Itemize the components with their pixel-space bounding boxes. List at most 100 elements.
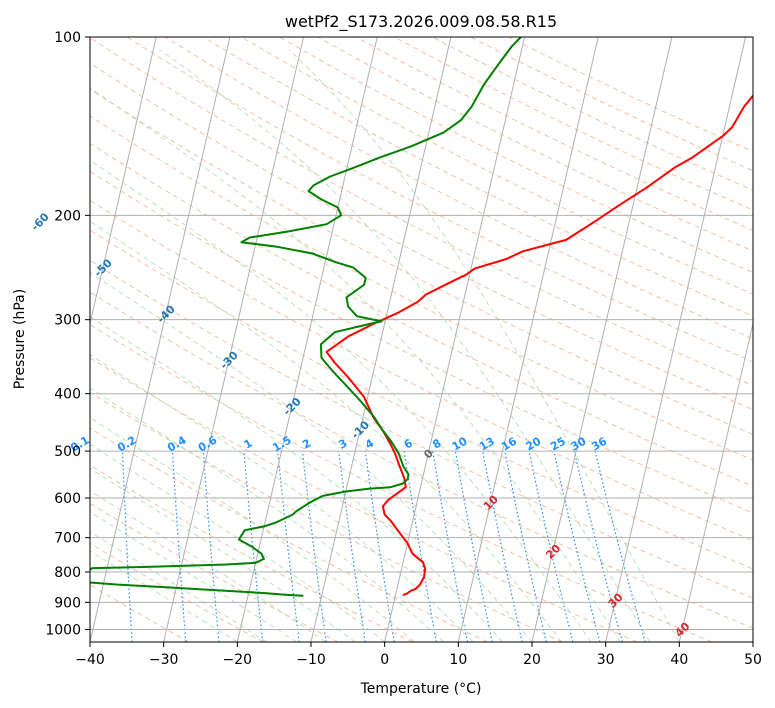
moist-adiabat xyxy=(90,443,385,642)
mixing-ratio-line xyxy=(301,451,327,642)
y-tick-label: 300 xyxy=(54,313,81,329)
isotherm-label: -50 xyxy=(92,256,115,279)
x-tick-label: −40 xyxy=(75,652,105,668)
isotherm-label: 10 xyxy=(481,493,501,513)
isotherm-label: 30 xyxy=(606,590,626,610)
moist-adiabat xyxy=(90,511,297,642)
mixing-ratio-line xyxy=(364,451,395,642)
y-tick-label: 100 xyxy=(54,30,81,46)
isotherm xyxy=(163,37,305,642)
moist-adiabat xyxy=(90,417,415,642)
dry-adiabat xyxy=(90,584,190,642)
isotherm-label: -30 xyxy=(218,349,241,372)
mixing-ratio-line xyxy=(553,450,601,642)
isotherm xyxy=(0,37,9,642)
mixing-ratio-line xyxy=(454,450,493,642)
isotherm xyxy=(236,37,378,642)
sounding-series xyxy=(90,37,753,597)
dewpoint-profile-line xyxy=(90,37,522,597)
dry-adiabat xyxy=(90,259,753,599)
dry-adiabat xyxy=(90,37,753,387)
dry-adiabat xyxy=(90,502,339,642)
moist-adiabat xyxy=(90,354,474,642)
isotherm xyxy=(90,37,157,326)
moist-adiabat xyxy=(90,467,356,642)
isotherm xyxy=(90,37,231,642)
moist-adiabat xyxy=(90,387,444,642)
mixing-ratio-label: 3 xyxy=(336,437,349,452)
isotherm-label: -60 xyxy=(29,210,52,233)
mixing-ratio-line xyxy=(243,451,264,642)
x-tick-label: 40 xyxy=(670,652,688,668)
dry-adiabat xyxy=(90,427,488,642)
isotherm xyxy=(531,37,673,642)
mixing-ratio-label: 1 xyxy=(242,437,255,452)
isotherm xyxy=(678,321,753,642)
mixing-ratio-line xyxy=(528,450,574,642)
dry-adiabat xyxy=(90,391,563,642)
moist-adiabat xyxy=(90,220,562,642)
moist-adiabat xyxy=(90,490,326,642)
y-tick-label: 400 xyxy=(54,387,81,403)
x-tick-label: 10 xyxy=(449,652,467,668)
chart-title: wetPf2_S173.2026.009.08.58.R15 xyxy=(285,12,557,32)
isotherm xyxy=(384,37,526,642)
x-tick-label: 20 xyxy=(523,652,541,668)
mixing-ratio-line xyxy=(277,451,300,642)
dry-adiabat xyxy=(90,229,753,570)
moist-adiabat xyxy=(90,87,621,642)
y-tick-label: 500 xyxy=(54,444,81,460)
x-tick-label: 50 xyxy=(744,652,762,668)
dry-adiabat xyxy=(90,464,414,642)
dry-adiabat xyxy=(90,357,638,642)
plot-frame xyxy=(89,36,754,643)
x-axis-label: Temperature (°C) xyxy=(360,681,482,697)
dry-adiabat xyxy=(90,142,753,487)
mixing-ratio-label: 6 xyxy=(402,436,415,451)
mixing-ratio-line xyxy=(573,450,623,642)
dry-adiabat xyxy=(90,170,753,514)
x-tick-label: −30 xyxy=(149,652,179,668)
x-tick-label: 0 xyxy=(380,652,389,668)
mixing-ratio-line xyxy=(432,451,469,642)
y-tick-label: 600 xyxy=(54,491,81,507)
y-tick-label: 200 xyxy=(54,208,81,224)
mixing-ratio-line xyxy=(482,450,523,642)
dry-adiabat xyxy=(431,37,753,191)
background-lines xyxy=(0,37,753,642)
isotherm-label: 40 xyxy=(673,620,693,640)
isotherm-label: 0 xyxy=(421,446,436,461)
dry-adiabat xyxy=(90,199,753,542)
dry-adiabat xyxy=(90,88,753,436)
isotherm-label: -40 xyxy=(155,302,178,325)
isotherm xyxy=(310,37,452,642)
dry-adiabat xyxy=(241,37,753,295)
dry-adiabat xyxy=(126,37,753,363)
moist-adiabat xyxy=(90,531,268,642)
dry-adiabat xyxy=(355,37,753,232)
mixing-ratio-line xyxy=(594,450,646,642)
mixing-ratio-label: 2 xyxy=(300,437,313,452)
moist-adiabat xyxy=(90,271,533,642)
y-tick-label: 1000 xyxy=(45,622,81,638)
isotherm xyxy=(457,37,599,642)
x-tick-label: −20 xyxy=(223,652,253,668)
y-tick-label: 900 xyxy=(54,595,81,611)
temperature-profile-line xyxy=(325,94,753,597)
y-axis: 100 200 300 400 500 600 700 800 900 1000 xyxy=(45,30,90,638)
x-tick-label: 30 xyxy=(597,652,615,668)
dry-adiabat xyxy=(90,542,264,642)
isotherm xyxy=(752,639,753,642)
isotherm xyxy=(605,37,747,642)
mixing-ratio-line xyxy=(504,450,547,642)
mixing-ratio-line xyxy=(202,451,220,642)
x-axis: −40 −30 −20 −10 0 10 20 30 40 50 xyxy=(75,642,762,668)
dry-adiabat xyxy=(90,291,753,629)
mixing-ratio-line xyxy=(338,451,366,642)
x-tick-label: −10 xyxy=(296,652,326,668)
isotherm-label: -20 xyxy=(281,395,304,418)
y-axis-label: Pressure (hPa) xyxy=(12,289,28,389)
y-tick-label: 800 xyxy=(54,565,81,581)
moist-adiabat xyxy=(90,315,503,642)
